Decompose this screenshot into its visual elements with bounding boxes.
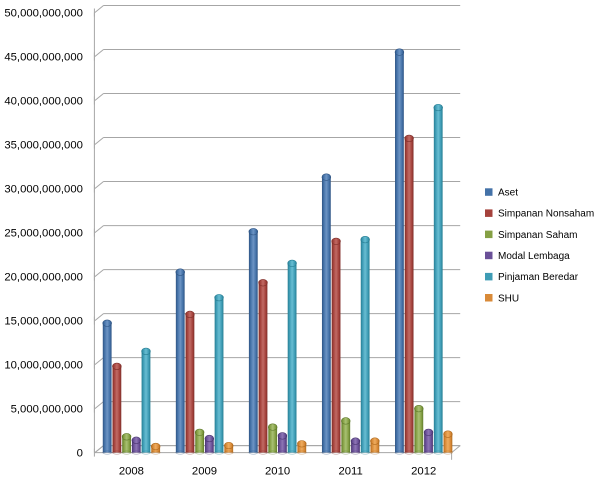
- svg-text:20,000,000,000: 20,000,000,000: [4, 272, 83, 284]
- svg-text:30,000,000,000: 30,000,000,000: [4, 184, 83, 196]
- svg-text:SHU: SHU: [498, 293, 519, 304]
- svg-text:2012: 2012: [411, 466, 436, 478]
- svg-text:15,000,000,000: 15,000,000,000: [4, 316, 83, 328]
- svg-text:10,000,000,000: 10,000,000,000: [4, 360, 83, 372]
- svg-text:Pinjaman Beredar: Pinjaman Beredar: [498, 272, 579, 283]
- svg-text:2008: 2008: [119, 466, 144, 478]
- svg-text:0: 0: [77, 448, 83, 460]
- svg-text:Simpanan Saham: Simpanan Saham: [498, 230, 578, 241]
- svg-text:2011: 2011: [338, 466, 362, 478]
- svg-text:Aset: Aset: [498, 188, 518, 199]
- svg-text:45,000,000,000: 45,000,000,000: [4, 52, 83, 64]
- svg-text:5,000,000,000: 5,000,000,000: [11, 404, 83, 416]
- svg-text:2009: 2009: [192, 466, 217, 478]
- svg-text:35,000,000,000: 35,000,000,000: [4, 140, 83, 152]
- svg-text:Modal Lembaga: Modal Lembaga: [498, 251, 570, 262]
- svg-text:Simpanan Nonsaham: Simpanan Nonsaham: [498, 209, 594, 220]
- svg-text:25,000,000,000: 25,000,000,000: [4, 228, 83, 240]
- svg-text:2010: 2010: [265, 466, 290, 478]
- svg-text:50,000,000,000: 50,000,000,000: [4, 8, 83, 20]
- svg-text:40,000,000,000: 40,000,000,000: [4, 96, 83, 108]
